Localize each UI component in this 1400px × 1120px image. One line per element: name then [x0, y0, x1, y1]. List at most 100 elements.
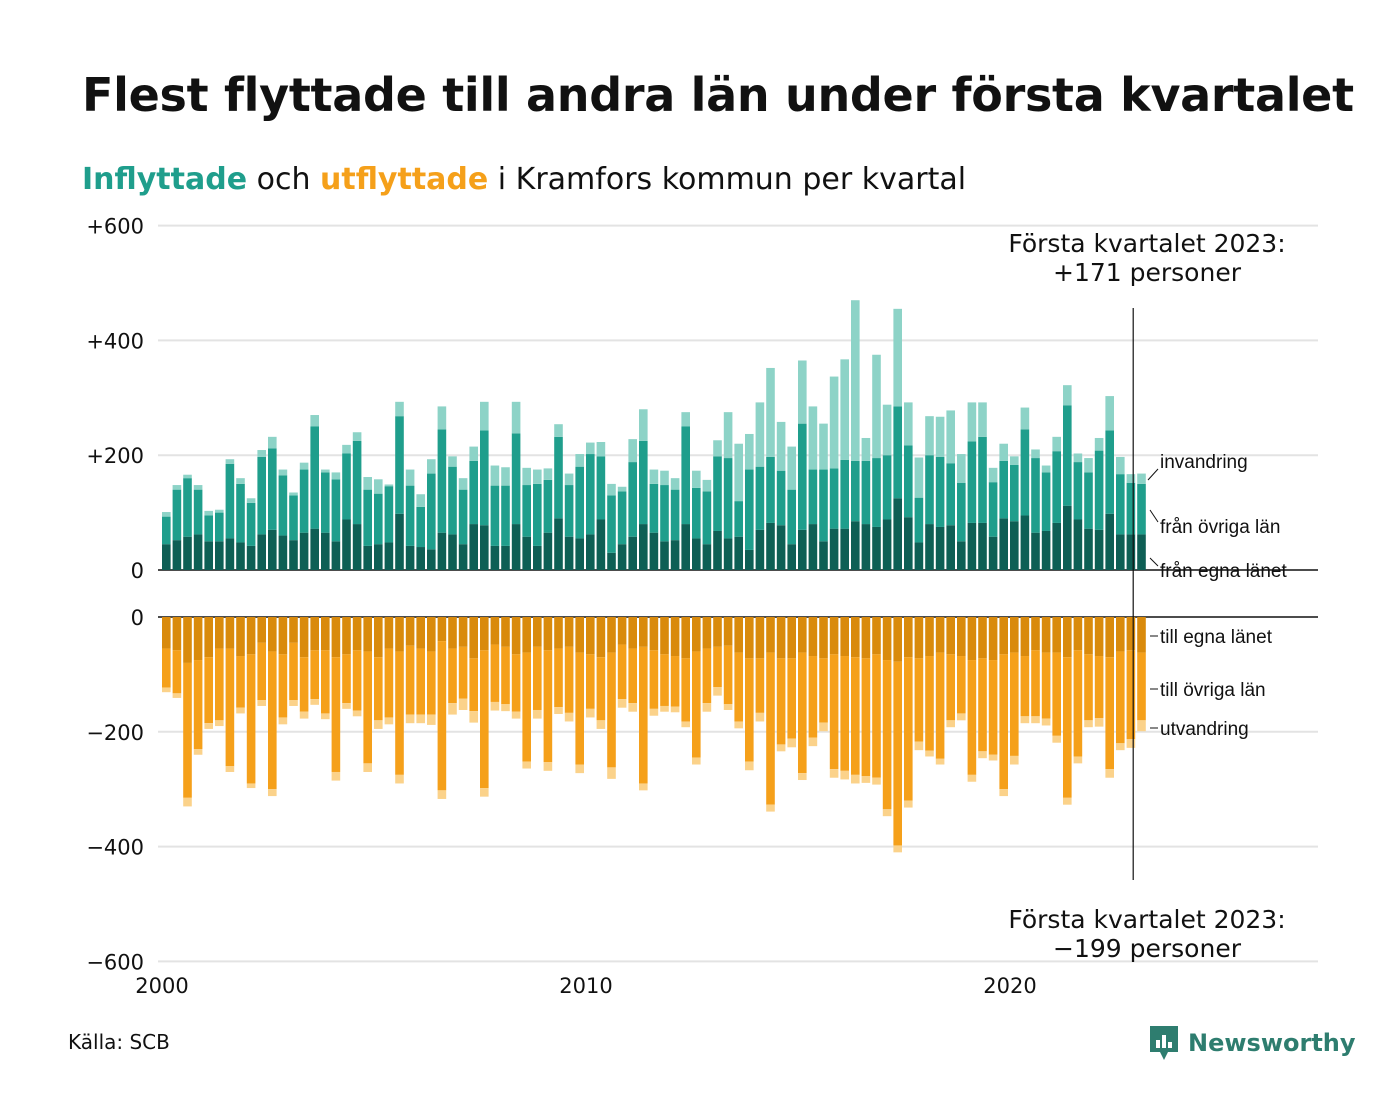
bar-in-other: [957, 482, 966, 542]
bar-in-own: [1041, 530, 1051, 570]
bar-out-emigration: [649, 708, 659, 716]
bar-out-other: [268, 651, 277, 790]
annotation-top-line1: Första kvartalet 2023:: [1008, 229, 1285, 258]
bar-in-own: [861, 524, 871, 570]
bar-out-emigration: [331, 771, 341, 781]
bar-in-own: [914, 542, 924, 570]
bar-out-emigration: [734, 721, 743, 729]
bar-in-own: [692, 538, 701, 570]
bar-in-other: [299, 469, 309, 533]
bar-in-immigration: [1105, 396, 1114, 431]
bar-in-other: [1073, 462, 1083, 520]
bar-in-immigration: [321, 469, 330, 473]
bar-in-immigration: [1094, 437, 1104, 451]
bar-in-immigration: [533, 469, 542, 484]
bar-in-immigration: [458, 478, 468, 490]
bar-out-other: [374, 657, 383, 721]
bar-out-other: [946, 654, 955, 721]
bar-out-other: [416, 648, 425, 715]
bar-in-other: [861, 460, 871, 525]
bar-out-own: [904, 617, 913, 658]
bar-out-own: [501, 617, 510, 647]
bar-in-immigration: [554, 424, 563, 437]
bar-out-other: [278, 654, 288, 718]
bar-in-other: [289, 495, 298, 541]
bar-out-emigration: [395, 774, 404, 784]
bar-in-own: [162, 544, 171, 570]
bar-in-other: [1126, 482, 1136, 535]
bar-in-immigration: [946, 410, 955, 464]
bar-in-own: [1094, 529, 1104, 570]
bar-out-own: [872, 617, 881, 655]
bar-out-own: [766, 617, 775, 653]
bar-out-own: [543, 617, 553, 651]
label-till-ovriga-lan: till övriga län: [1160, 680, 1266, 701]
newsworthy-logo-icon: [1150, 1026, 1178, 1060]
bar-out-emigration: [533, 709, 542, 719]
bar-in-immigration: [776, 421, 786, 471]
bar-in-own: [628, 536, 637, 570]
newsworthy-logo[interactable]: Newsworthy: [1148, 1024, 1356, 1062]
bar-in-immigration: [904, 402, 913, 446]
bar-in-own: [967, 522, 977, 570]
bar-in-own: [829, 528, 839, 570]
bar-out-other: [713, 646, 722, 688]
bar-in-other: [882, 455, 892, 520]
bar-in-other: [978, 436, 987, 523]
bar-out-own: [533, 617, 542, 647]
bar-out-other: [639, 646, 648, 784]
bar-out-own: [246, 617, 256, 655]
bar-out-own: [1063, 617, 1072, 658]
bar-out-own: [957, 617, 966, 657]
bar-in-immigration: [490, 465, 500, 486]
bar-out-other: [925, 656, 934, 751]
bar-out-own: [967, 617, 977, 661]
bar-in-own: [649, 532, 659, 570]
bar-out-own: [162, 617, 171, 649]
bar-in-own: [511, 524, 521, 570]
bar-in-immigration: [988, 467, 998, 483]
bar-out-emigration: [236, 707, 245, 714]
bar-out-other: [384, 648, 394, 718]
bar-out-other: [745, 658, 754, 762]
bar-in-own: [575, 538, 584, 570]
bar-in-immigration: [925, 416, 934, 456]
bar-in-own: [1063, 505, 1072, 570]
bar-out-emigration: [278, 717, 288, 725]
bar-out-other: [681, 658, 690, 722]
bar-out-emigration: [766, 804, 775, 812]
bar-in-immigration: [798, 360, 807, 424]
bar-in-other: [1020, 429, 1030, 516]
bar-in-immigration: [299, 462, 309, 470]
bar-out-other: [448, 648, 457, 704]
bar-out-own: [723, 617, 733, 646]
bar-out-own: [448, 617, 457, 649]
bar-out-own: [352, 617, 362, 651]
bar-out-own: [384, 617, 394, 649]
bar-in-own: [1031, 532, 1040, 570]
bar-out-emigration: [872, 777, 881, 785]
bar-out-own: [893, 617, 902, 662]
bar-in-immigration: [808, 406, 818, 470]
bar-in-other: [437, 429, 447, 533]
y-tick-label-bottom: −600: [86, 950, 144, 974]
bar-in-immigration: [851, 300, 860, 461]
bar-out-own: [745, 617, 754, 659]
bar-out-emigration: [1031, 716, 1040, 724]
bar-in-other: [925, 455, 934, 525]
bar-out-other: [236, 656, 245, 708]
bar-out-other: [1084, 654, 1093, 721]
bar-in-other: [787, 489, 796, 545]
bar-in-other: [427, 473, 436, 550]
bar-out-own: [522, 617, 531, 653]
bar-in-own: [660, 541, 669, 570]
bar-in-immigration: [639, 409, 648, 441]
label-invandring: invandring: [1160, 452, 1248, 473]
bar-out-emigration: [1094, 718, 1104, 727]
bar-out-other: [999, 654, 1008, 790]
subtitle-connector: och: [247, 162, 320, 197]
bar-in-immigration: [448, 456, 457, 467]
bar-out-own: [395, 617, 404, 652]
bar-out-own: [1073, 617, 1083, 651]
bar-in-own: [893, 498, 902, 570]
